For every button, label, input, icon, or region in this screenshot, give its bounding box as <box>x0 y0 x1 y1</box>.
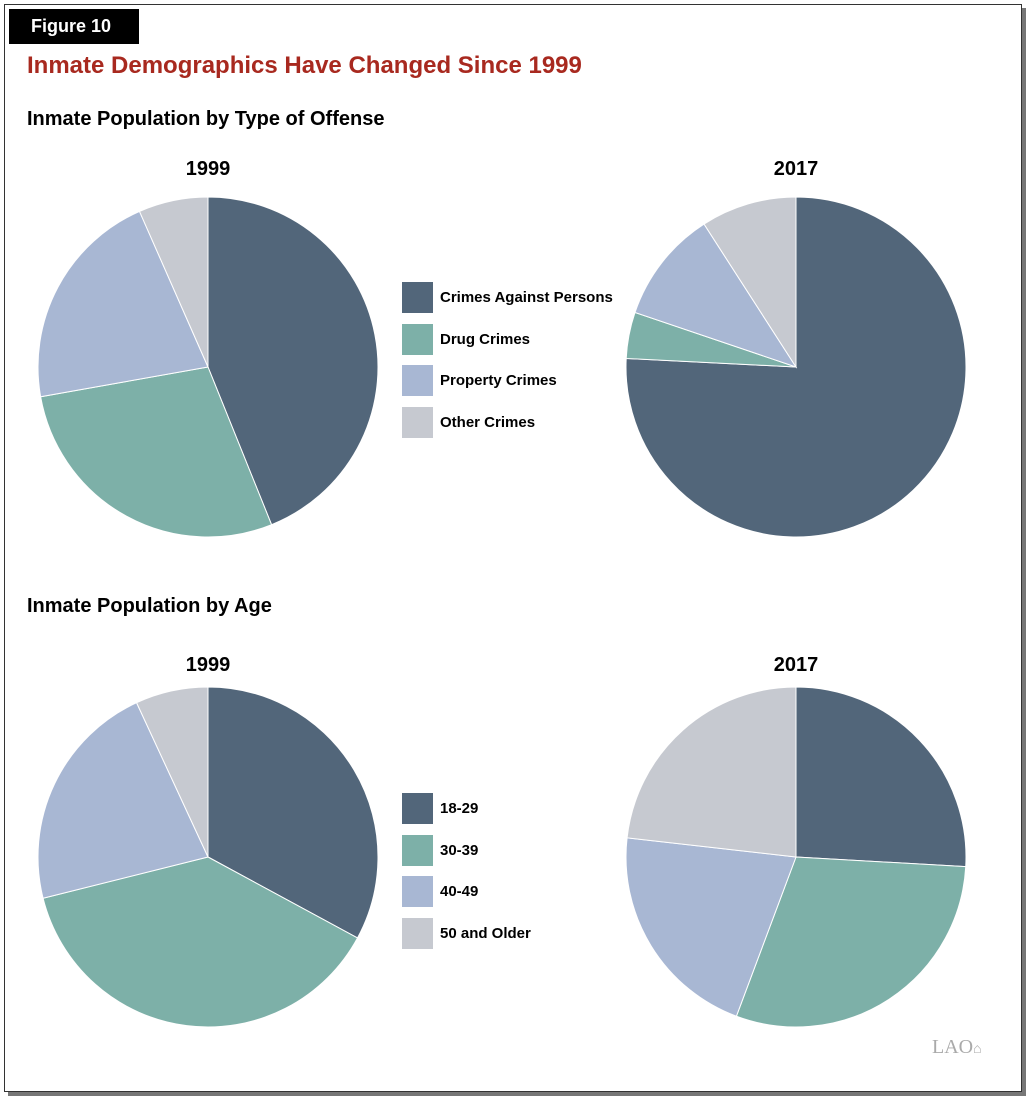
pie-slice-50-and-older <box>135 686 209 858</box>
age-2017-title: 2017 <box>773 654 819 676</box>
age-2017-pie <box>625 686 967 1028</box>
pie-slice-crimes-against-persons <box>625 196 967 538</box>
legend-label: 40-49 <box>440 883 479 901</box>
legend-item: Drug Crimes <box>402 319 613 361</box>
pie-slice-40-49 <box>37 702 209 899</box>
legend-label: Crimes Against Persons <box>440 289 613 307</box>
legend-item: Crimes Against Persons <box>402 277 613 319</box>
legend-item: 50 and Older <box>402 913 531 955</box>
legend-label: Drug Crimes <box>440 330 531 348</box>
legend-swatch <box>402 793 433 825</box>
pie-slice-property-crimes <box>37 210 209 398</box>
age-1999-title: 1999 <box>185 654 231 676</box>
pie-slice-other-crimes <box>138 196 209 368</box>
legend-item: 18-29 <box>402 788 531 830</box>
pie-slice-50-and-older <box>626 686 797 858</box>
age-1999-pie <box>37 686 379 1028</box>
pie-slice-crimes-against-persons <box>207 196 379 526</box>
offense-1999-pie <box>37 196 379 538</box>
legend-label: 30-39 <box>440 841 479 859</box>
legend-item: Property Crimes <box>402 360 613 402</box>
pie-slice-18-29 <box>795 686 967 868</box>
pie-slice-40-49 <box>625 837 797 1017</box>
legend-swatch <box>402 834 433 866</box>
legend-swatch <box>402 365 433 397</box>
offense-1999-title: 1999 <box>185 158 231 180</box>
pie-slice-18-29 <box>207 686 379 939</box>
lao-logo: LAO⌂ <box>932 1036 982 1058</box>
age-section-title: Inmate Population by Age <box>27 595 272 617</box>
legend-item: 30-39 <box>402 830 531 872</box>
legend-label: Property Crimes <box>440 372 557 390</box>
pie-slice-30-39 <box>735 856 967 1028</box>
offense-legend: Crimes Against Persons Drug Crimes Propert… <box>402 277 613 443</box>
figure-label: Figure 10 <box>9 9 139 44</box>
pie-slice-30-39 <box>42 856 359 1028</box>
pie-slice-other-crimes <box>703 196 797 369</box>
legend-item: Other Crimes <box>402 402 613 444</box>
legend-swatch <box>402 876 433 908</box>
capitol-icon: ⌂ <box>973 1042 982 1057</box>
pie-slice-property-crimes <box>634 223 798 368</box>
age-legend: 18-29 30-39 40-49 50 and Older <box>402 788 531 954</box>
legend-label: 50 and Older <box>440 924 531 942</box>
legend-item: 40-49 <box>402 871 531 913</box>
legend-swatch <box>402 282 433 314</box>
legend-label: Other Crimes <box>440 413 536 431</box>
legend-swatch <box>402 323 433 355</box>
legend-swatch <box>402 917 433 949</box>
offense-2017-title: 2017 <box>773 158 819 180</box>
figure-title: Inmate Demographics Have Changed Since 1… <box>27 52 582 79</box>
offense-2017-pie <box>625 196 967 538</box>
offense-section-title: Inmate Population by Type of Offense <box>27 108 385 130</box>
legend-label: 18-29 <box>440 800 479 818</box>
pie-slice-drug-crimes <box>40 366 273 538</box>
legend-swatch <box>402 406 433 438</box>
